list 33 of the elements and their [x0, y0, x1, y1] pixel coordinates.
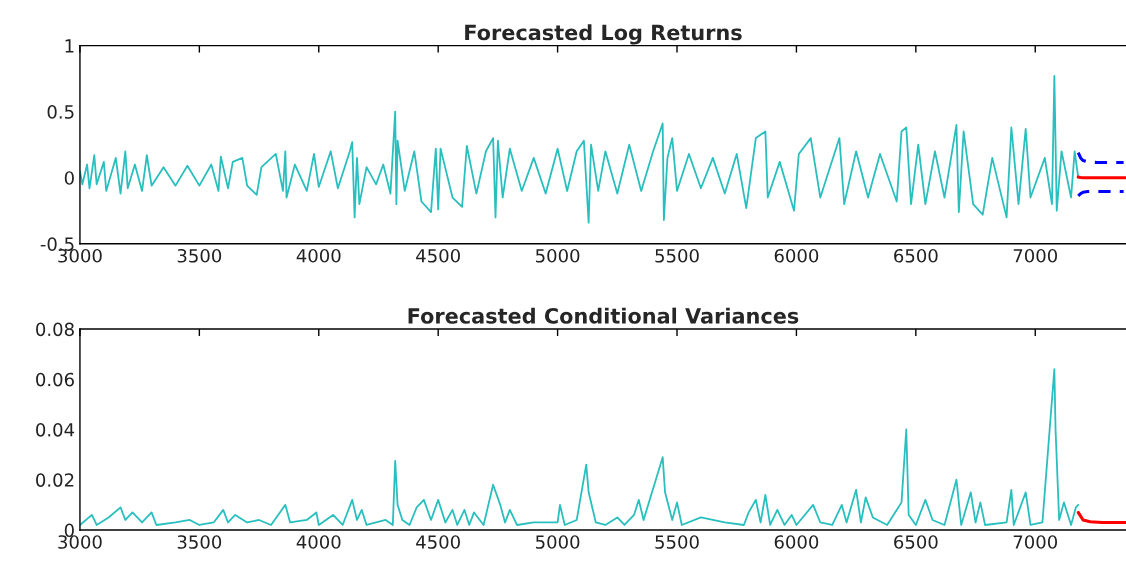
x-tick-label: 5000: [536, 248, 580, 263]
y-tick-label: 1: [65, 39, 74, 53]
x-tick-label: 7000: [1013, 535, 1058, 549]
y-tick-label: 0.06: [36, 372, 74, 387]
line-series: [79, 75, 1080, 224]
y-tick-label: 0.04: [36, 422, 75, 437]
y-tick-label: -0.5: [40, 237, 74, 251]
x-tick-label: 3500: [177, 248, 222, 263]
x-tick-label: 7000: [1013, 248, 1058, 263]
x-tick-label: 4500: [416, 248, 460, 263]
line-series: [79, 368, 1080, 526]
x-tick-label: 6500: [894, 248, 938, 263]
y-tick-label: 0.02: [36, 473, 74, 487]
x-tick-label: 5000: [536, 535, 580, 549]
x-tick-label: 4000: [296, 535, 341, 549]
x-tick-label: 3500: [177, 535, 222, 549]
y-tick-label: 0: [64, 171, 74, 185]
y-tick-label: 0.08: [36, 322, 74, 337]
x-tick-label: 3000: [58, 248, 102, 263]
x-tick-label: 6000: [774, 248, 819, 263]
chart-title: Forecasted Conditional Variances: [408, 307, 799, 324]
line-series: [1076, 151, 1126, 165]
y-tick-label: 0: [64, 523, 74, 538]
x-tick-label: 5500: [655, 248, 699, 263]
y-tick-label: 0.5: [47, 105, 74, 119]
x-tick-label: 6500: [894, 535, 938, 549]
line-series: [1076, 510, 1126, 524]
chart-title: Forecasted Log Returns: [465, 24, 742, 45]
x-tick-label: 4500: [416, 535, 460, 549]
x-tick-label: 4000: [296, 248, 341, 263]
x-tick-label: 6000: [774, 535, 819, 549]
x-tick-label: 3000: [58, 535, 102, 549]
x-tick-label: 5500: [655, 535, 699, 549]
